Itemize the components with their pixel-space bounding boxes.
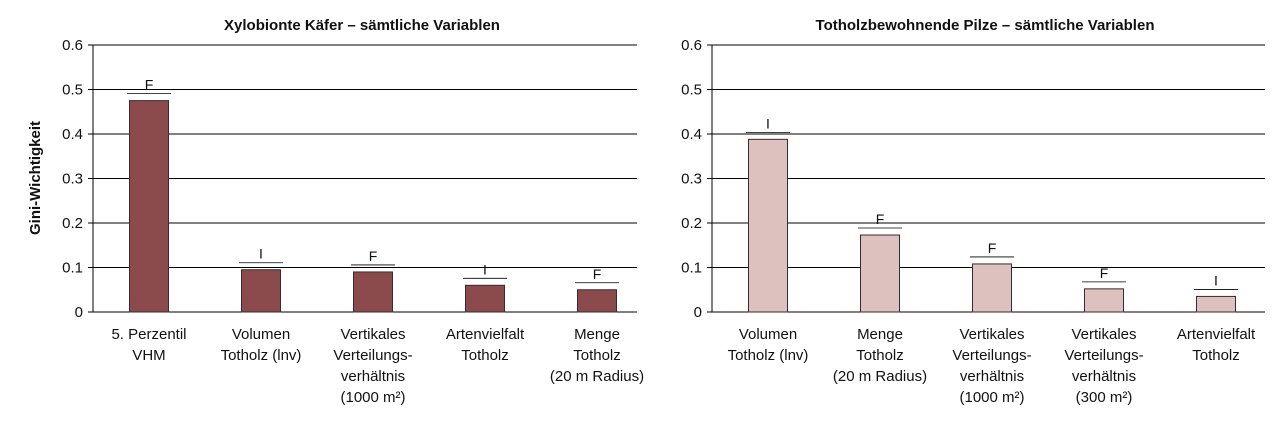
y-tick-label: 0.5 xyxy=(681,82,702,99)
bar xyxy=(1196,295,1236,313)
chart-title: Xylobionte Käfer – sämtliche Variablen xyxy=(224,17,500,34)
y-tick-label: 0.2 xyxy=(62,215,83,232)
x-category-label: Vertikales Verteilungs-verhältnis (1000 m²… xyxy=(952,326,1031,406)
x-category-label: 5. Perzentil VHM xyxy=(111,326,186,364)
y-axis-label: Gini-Wichtigkeit xyxy=(27,121,44,235)
x-category-label: Artenvielfalt Totholz xyxy=(1177,326,1256,364)
x-category-label: Vertikales Verteilungs-verhältnis (1000 m²… xyxy=(333,326,412,406)
bar-annotation-label: F xyxy=(593,266,602,282)
chart-totholzbewohnende-pilze: Totholzbewohnende Pilze – sämtliche Vari… xyxy=(681,17,1265,406)
bar xyxy=(465,284,505,313)
bar xyxy=(748,138,788,313)
y-tick-label: 0.6 xyxy=(62,37,83,54)
bar-annotation-label: F xyxy=(876,211,885,227)
y-tick-label: 0 xyxy=(694,304,702,321)
x-category-label: Artenvielfalt Totholz xyxy=(446,326,525,364)
bar xyxy=(353,271,393,313)
bar xyxy=(972,263,1012,313)
y-tick-label: 0.3 xyxy=(681,171,702,188)
y-tick-label: 0.1 xyxy=(681,260,702,277)
x-category-label: Menge Totholz (20 m Radius) xyxy=(833,326,927,385)
y-tick-label: 0.6 xyxy=(681,37,702,54)
bar-annotation-label: I xyxy=(1214,272,1218,288)
x-category-label: Vertikales Verteilungs-verhältnis (300 m²) xyxy=(1064,326,1143,406)
bar-annotation-label: I xyxy=(259,246,263,262)
bar-annotation-label: I xyxy=(483,261,487,277)
y-tick-label: 0.4 xyxy=(681,126,702,143)
y-tick-label: 0.3 xyxy=(62,171,83,188)
bar xyxy=(241,269,281,313)
bar xyxy=(577,289,617,313)
bar-annotation-label: F xyxy=(1100,265,1109,281)
bar xyxy=(860,234,900,313)
chart-xylobionte-kaefer: Xylobionte Käfer – sämtliche Variablen 0 0… xyxy=(62,17,644,406)
chart-title: Totholzbewohnende Pilze – sämtliche Vari… xyxy=(816,17,1155,34)
y-tick-label: 0.1 xyxy=(62,260,83,277)
y-tick-label: 0 xyxy=(75,304,83,321)
bar-annotation-label: F xyxy=(369,248,378,264)
y-tick-label: 0.5 xyxy=(62,82,83,99)
y-tick-label: 0.2 xyxy=(681,215,702,232)
x-category-label: Volumen Totholz (lnv) xyxy=(221,326,302,364)
x-category-label: Menge Totholz (20 m Radius) xyxy=(550,326,644,385)
bar xyxy=(129,100,169,313)
bar-annotation-label: I xyxy=(766,115,770,131)
y-tick-label: 0.4 xyxy=(62,126,83,143)
x-category-label: Volumen Totholz (lnv) xyxy=(728,326,809,364)
bar xyxy=(1084,288,1124,313)
bar-annotation-label: F xyxy=(145,77,154,93)
bar-annotation-label: F xyxy=(988,240,997,256)
